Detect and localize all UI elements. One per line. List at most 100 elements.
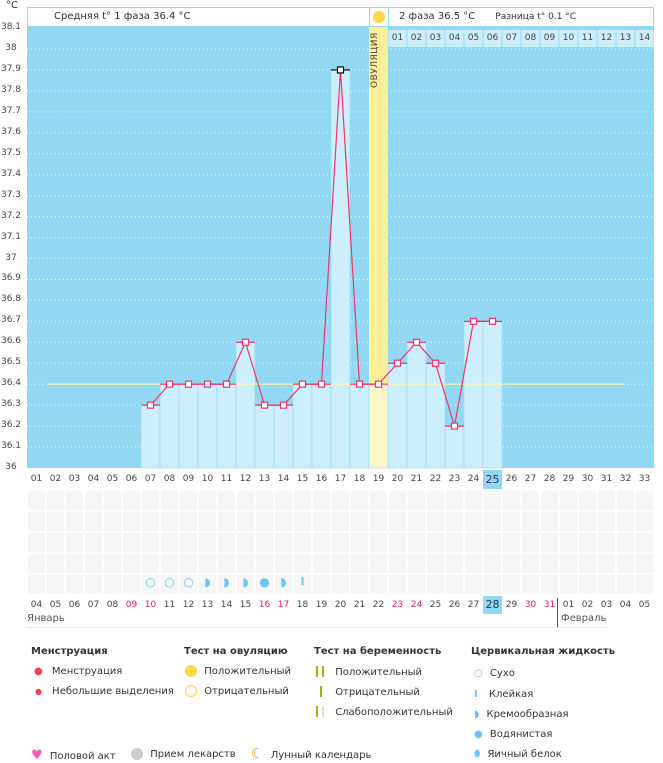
temperature-bar — [254, 404, 275, 469]
calendar-date-label: 09 — [125, 600, 138, 610]
one-line-icon — [320, 686, 328, 697]
day-grid-cell — [446, 533, 463, 552]
day-grid-cell — [142, 491, 159, 510]
calendar-date-label: 20 — [334, 600, 347, 610]
calendar-date-label: 11 — [163, 600, 176, 610]
day-grid-cell — [313, 491, 330, 510]
legend-egg-white: ⬮ Яичный белок — [474, 749, 562, 760]
day-grid-cell — [617, 554, 634, 573]
day-grid-cell — [389, 533, 406, 552]
day-grid-cell — [47, 491, 64, 510]
day-grid-cell — [332, 554, 349, 573]
cycle-day-label: 13 — [258, 474, 271, 484]
day-grid-cell — [617, 575, 634, 594]
y-tick-label: 37.4 — [0, 168, 22, 179]
cycle-day-label: 09 — [182, 474, 195, 484]
day-grid-cell — [85, 554, 102, 573]
temperature-difference: Разница t° 0.1 °C — [495, 12, 577, 22]
calendar-date-label: 16 — [258, 600, 271, 610]
day-grid-cell — [161, 533, 178, 552]
temperature-bar — [368, 383, 389, 469]
temperature-bar — [425, 362, 446, 469]
day-grid-cell — [28, 533, 45, 552]
day-grid-cell — [389, 554, 406, 573]
phase2-day-label: 14 — [638, 33, 651, 43]
phase2-day-label: 13 — [619, 33, 632, 43]
day-grid-cell — [446, 554, 463, 573]
day-grid-cell — [541, 533, 558, 552]
temperature-bar — [482, 321, 503, 469]
day-grid-cell — [579, 491, 596, 510]
day-grid-cell — [484, 533, 501, 552]
day-grid-cell — [541, 512, 558, 531]
calendar-date-label: 22 — [372, 600, 385, 610]
day-grid-cell — [180, 512, 197, 531]
legend-pregnancy-positive: Положительный — [316, 666, 422, 678]
day-grid-cell — [351, 554, 368, 573]
heart-icon: ♥ — [31, 748, 43, 763]
cycle-day-label: 20 — [391, 474, 404, 484]
day-grid-cell — [256, 533, 273, 552]
phase2-day-cell — [521, 30, 540, 47]
day-grid-cell — [351, 533, 368, 552]
day-grid-cell — [47, 533, 64, 552]
day-grid-cell — [66, 575, 83, 594]
day-grid-cell — [47, 575, 64, 594]
phase2-day-label: 12 — [600, 33, 613, 43]
day-grid-cell — [370, 575, 387, 594]
phase2-day-label: 02 — [410, 33, 423, 43]
cycle-day-label: 17 — [334, 474, 347, 484]
temperature-point — [260, 401, 269, 409]
day-grid-cell — [142, 554, 159, 573]
day-grid-cell — [28, 554, 45, 573]
day-grid-cell — [408, 491, 425, 510]
temperature-point — [431, 359, 440, 367]
phase2-day-cell — [388, 30, 407, 47]
day-grid-cell — [256, 575, 273, 594]
dry-fluid-icon: ○ — [164, 575, 175, 589]
day-grid-cell — [332, 491, 349, 510]
temperature-point — [222, 380, 231, 388]
day-grid-cell — [484, 575, 501, 594]
calendar-date-label: 31 — [543, 600, 556, 610]
cycle-day-label: 15 — [296, 474, 309, 484]
month-separator — [557, 598, 558, 628]
legend-pregnancy-negative: Отрицательный — [316, 686, 420, 698]
day-grid-cell — [503, 491, 520, 510]
temperature-point — [203, 380, 212, 388]
temperature-bar — [159, 383, 180, 469]
day-grid-cell — [332, 575, 349, 594]
y-tick-label: 36.1 — [0, 441, 22, 452]
phase2-day-cell — [426, 30, 445, 47]
day-grid-cell — [104, 554, 121, 573]
day-grid-cell — [275, 491, 292, 510]
day-grid-cell — [180, 491, 197, 510]
cycle-day-label: 08 — [163, 474, 176, 484]
cycle-day-label: 06 — [125, 474, 138, 484]
negative-circle-icon — [185, 685, 197, 697]
day-grid-cell — [199, 554, 216, 573]
day-grid-cell — [237, 512, 254, 531]
day-grid-cell — [408, 533, 425, 552]
phase2-day-label: 09 — [543, 33, 556, 43]
legend-dry: ○ Сухо — [474, 668, 515, 679]
creamy-fluid-icon: ◗ — [242, 575, 249, 589]
day-grid-cell — [218, 512, 235, 531]
creamy-fluid-icon: ◗ — [204, 575, 211, 589]
cycle-day-label: 18 — [353, 474, 366, 484]
calendar-date-label: 15 — [239, 600, 252, 610]
phase2-header: 2 фаза 36.5 °C Разница t° 0.1 °C — [388, 7, 654, 27]
day-grid-cell — [579, 575, 596, 594]
day-grid-cell — [28, 512, 45, 531]
day-grid-cell — [218, 491, 235, 510]
cycle-day-label: 26 — [505, 474, 518, 484]
watery-fluid-icon: ● — [259, 575, 270, 589]
cycle-day-label: 24 — [467, 474, 480, 484]
day-grid-cell — [579, 554, 596, 573]
day-grid-cell — [332, 512, 349, 531]
calendar-date-label: 10 — [144, 600, 157, 610]
phase1-header: Средняя t° 1 фаза 36.4 °C — [27, 7, 370, 27]
day-grid-cell — [560, 512, 577, 531]
cycle-day-label: 29 — [562, 474, 575, 484]
day-grid-cell — [427, 575, 444, 594]
